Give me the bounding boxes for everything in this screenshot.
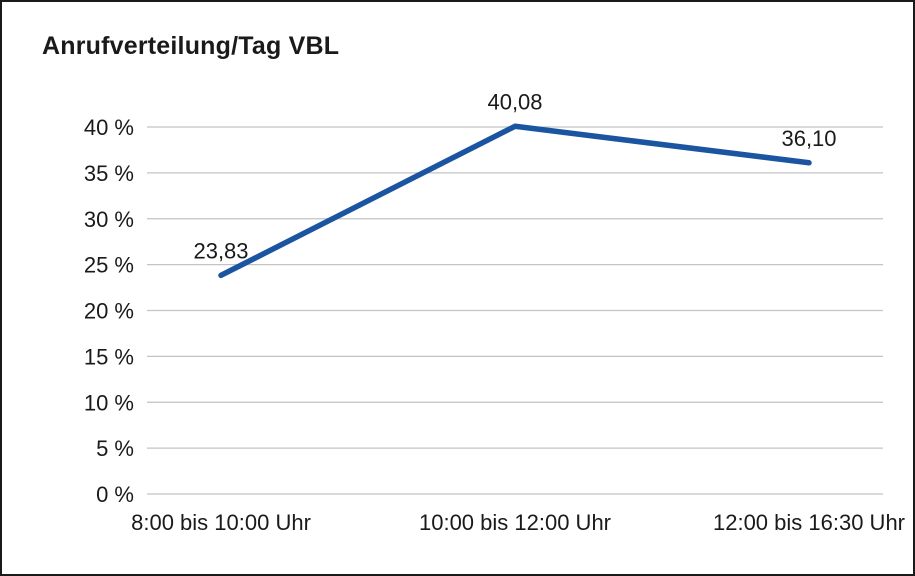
data-point-label: 23,83 bbox=[193, 238, 248, 263]
y-axis-tick-label: 25 % bbox=[84, 253, 134, 278]
series-line bbox=[218, 123, 812, 279]
y-axis-tick-label: 10 % bbox=[84, 390, 134, 415]
y-axis-tick-label: 5 % bbox=[96, 436, 134, 461]
x-axis-category-label: 10:00 bis 12:00 Uhr bbox=[419, 510, 611, 535]
y-axis-tick-label: 0 % bbox=[96, 482, 134, 507]
y-axis-tick-label: 20 % bbox=[84, 299, 134, 324]
chart-title: Anrufverteilung/Tag VBL bbox=[42, 32, 340, 60]
y-axis-tick-label: 35 % bbox=[84, 161, 134, 186]
x-axis-category-label: 12:00 bis 16:30 Uhr bbox=[713, 510, 905, 535]
y-axis-tick-label: 30 % bbox=[84, 207, 134, 232]
data-point-label: 40,08 bbox=[487, 89, 542, 114]
x-axis-category-label: 8:00 bis 10:00 Uhr bbox=[131, 510, 311, 535]
y-axis-tick-label: 40 % bbox=[84, 115, 134, 140]
data-point-label: 36,10 bbox=[781, 126, 836, 151]
y-axis-tick-label: 15 % bbox=[84, 344, 134, 369]
